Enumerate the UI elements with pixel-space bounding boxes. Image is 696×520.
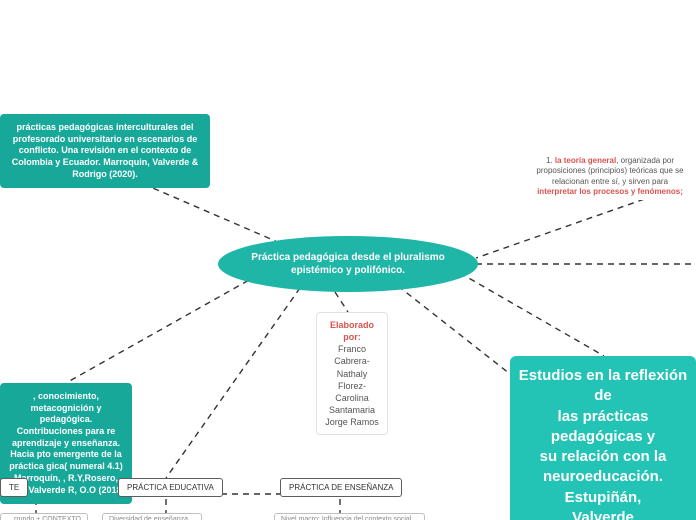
big-right-line-0: Estudios en la reflexión de: [518, 366, 688, 407]
mini-pill-2[interactable]: Diversidad de enseñanza…: [102, 513, 202, 520]
node-big-right[interactable]: Estudios en la reflexión de las práctica…: [510, 356, 696, 520]
authors-title: Elaborado por:: [325, 319, 379, 343]
big-right-line-3: neuroeducación. Estupiñán,: [518, 467, 688, 508]
node-top-left[interactable]: prácticas pedagógicas interculturales de…: [0, 114, 210, 188]
annotation-right: 1. la teoría general, organizada por pro…: [524, 154, 696, 200]
authors-line-2: Carolina Santamaria: [325, 392, 379, 416]
big-right-line-1: las prácticas pedagógicas y: [518, 407, 688, 448]
annot-red2: interpretar los procesos y fenómenos;: [537, 187, 683, 196]
annot-prefix: 1.: [546, 156, 553, 165]
central-topic[interactable]: Práctica pedagógica desde el pluralismo …: [218, 236, 478, 292]
pill-left-cut[interactable]: TE: [0, 478, 28, 497]
pill-practica-educativa[interactable]: PRÁCTICA EDUCATIVA: [118, 478, 223, 497]
big-right-line-4: Valverde: [572, 508, 634, 520]
authors-line-0: Franco Cabrera-: [325, 343, 379, 367]
authors-line-3: Jorge Ramos: [325, 416, 379, 428]
annot-red1: la teoría general: [555, 156, 616, 165]
pill-practica-ensenanza[interactable]: PRÁCTICA DE ENSEÑANZA: [280, 478, 402, 497]
mindmap-canvas: Práctica pedagógica desde el pluralismo …: [0, 0, 696, 520]
big-right-line-2: su relación con la: [540, 447, 667, 467]
authors-line-1: Nathaly Florez-: [325, 368, 379, 392]
mini-pill-3[interactable]: Nivel macro: Influencia del contexto soc…: [274, 513, 425, 520]
mini-pill-1[interactable]: …rrundo + CONTEXTO: [0, 513, 88, 520]
authors-card: Elaborado por: Franco Cabrera- Nathaly F…: [316, 312, 388, 435]
